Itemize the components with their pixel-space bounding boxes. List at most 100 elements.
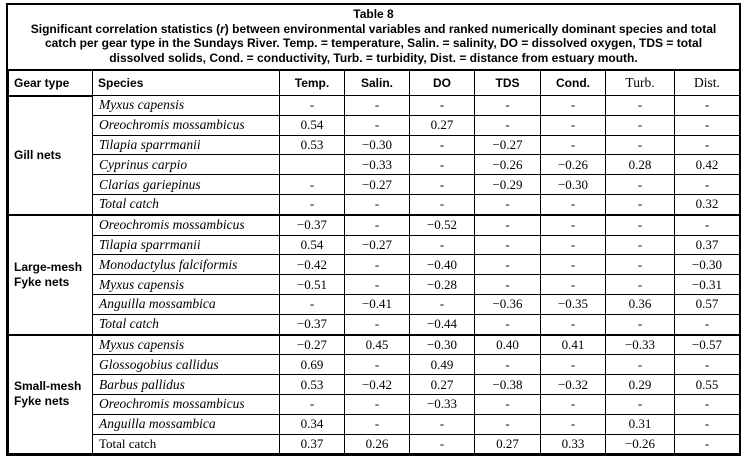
correlation-cell: −0.32 [540,374,606,395]
table-row: Gill nets Myxus capensis - - - - - - - [8,94,740,216]
correlation-cell: - [605,393,675,415]
correlation-cell: - [409,95,475,116]
table-row: Anguilla mossambica - −0.41 - −0.36 −0.3… [9,293,740,315]
correlation-cell: - [344,354,410,376]
table-frame: Table 8 Significant correlation statisti… [6,3,741,456]
correlation-cell: 0.27 [409,114,475,136]
species-cell: Oreochromis mossambicus [92,114,280,136]
table-row: Barbus pallidus 0.53 −0.42 0.27 −0.38 −0… [9,374,740,395]
correlation-cell: −0.29 [474,174,541,195]
correlation-cell: - [474,354,541,376]
correlation-cell: - [474,213,541,236]
correlation-cell: - [474,114,541,136]
correlation-cell: - [344,254,410,276]
correlation-cell: - [409,413,475,435]
correlation-cell: - [674,213,740,236]
species-cell: Oreochromis mossambicus [92,213,280,236]
correlation-cell: - [605,134,675,156]
header-row: Gear type Species Temp. Salin. DO TDS Co… [8,69,740,96]
correlation-cell: - [540,313,606,336]
table-row: Anguilla mossambica 0.34 - - - - 0.31 - [9,413,740,435]
table-row: Small-mesh Fyke nets Myxus capensis −0.2… [8,333,740,455]
species-cell: Myxus capensis [92,333,280,356]
correlation-cell: - [279,95,345,116]
correlation-cell: - [344,274,410,295]
table-row: Glossogobius callidus 0.69 - 0.49 - - - … [9,354,740,376]
table-row: Total catch - - - - - - 0.32 [9,193,740,216]
gear-group-label-large-mesh: Large-mesh Fyke nets [8,213,93,336]
col-header-turb: Turb. [605,69,675,96]
correlation-cell: - [409,433,475,455]
correlation-cell: 0.54 [279,234,345,256]
correlation-cell: - [279,293,345,315]
correlation-cell: −0.42 [344,374,410,395]
correlation-cell: - [540,193,606,216]
gear-group-label-small-mesh: Small-mesh Fyke nets [8,333,93,455]
correlation-cell: - [674,433,740,455]
correlation-cell: 0.37 [279,433,345,455]
correlation-cell [279,154,345,176]
correlation-cell: - [279,174,345,195]
table-row: Tilapia sparrmanii 0.53 −0.30 - −0.27 - … [9,134,740,156]
correlation-cell: −0.30 [409,333,475,356]
species-cell: Tilapia sparrmanii [92,234,280,256]
species-cell: Anguilla mossambica [92,413,280,435]
species-cell: Monodactylus falciformis [92,254,280,276]
table-row: Clarias gariepinus - −0.27 - −0.29 −0.30… [9,174,740,195]
correlation-cell: −0.30 [344,134,410,156]
correlation-cell: - [409,193,475,216]
correlation-cell: 0.41 [540,333,606,356]
table-row: Oreochromis mossambicus 0.54 - 0.27 - - … [9,114,740,136]
correlation-cell: - [474,193,541,216]
species-cell: Clarias gariepinus [92,174,280,195]
correlation-table: Gear type Species Temp. Salin. DO TDS Co… [8,68,740,455]
table-row: Cyprinus carpio −0.33 - −0.26 −0.26 0.28… [9,154,740,176]
correlation-cell: - [674,114,740,136]
caption-text-pre: Significant correlation statistics ( [30,21,221,36]
col-header-species: Species [92,69,280,96]
correlation-cell: 0.55 [674,374,740,395]
correlation-cell: - [344,313,410,336]
correlation-cell: - [605,274,675,295]
correlation-cell: 0.42 [674,154,740,176]
correlation-cell: - [605,193,675,216]
correlation-cell: - [605,174,675,195]
correlation-cell: −0.33 [605,333,675,356]
col-header-do: DO [409,69,475,96]
correlation-cell: - [474,234,541,256]
correlation-cell: −0.27 [344,234,410,256]
table-row: Oreochromis mossambicus - - −0.33 - - - … [9,393,740,415]
correlation-cell: - [409,174,475,195]
correlation-cell: - [474,95,541,116]
correlation-cell: - [540,114,606,136]
correlation-cell: −0.28 [409,274,475,295]
correlation-cell: 0.33 [540,433,606,455]
correlation-cell: - [474,274,541,295]
correlation-cell: - [540,393,606,415]
correlation-cell: - [279,393,345,415]
correlation-cell: - [674,413,740,435]
correlation-cell: - [674,95,740,116]
page: Table 8 Significant correlation statisti… [6,3,741,456]
correlation-cell: 0.37 [674,234,740,256]
caption-italic-r: r [220,21,225,36]
correlation-cell: −0.30 [674,254,740,276]
correlation-cell: - [540,274,606,295]
correlation-cell: 0.29 [605,374,675,395]
species-cell: Tilapia sparrmanii [92,134,280,156]
correlation-cell: 0.54 [279,114,345,136]
correlation-cell: 0.27 [409,374,475,395]
correlation-cell: - [344,114,410,136]
col-header-cond: Cond. [540,69,606,96]
col-header-dist: Dist. [674,69,740,96]
correlation-cell: −0.41 [344,293,410,315]
correlation-cell: −0.27 [344,174,410,195]
correlation-cell: −0.35 [540,293,606,315]
correlation-cell: - [344,393,410,415]
table-number: Table 8 [353,7,394,21]
correlation-cell: - [605,254,675,276]
correlation-cell: - [605,213,675,236]
correlation-cell: 0.53 [279,134,345,156]
correlation-cell: - [674,354,740,376]
correlation-cell: −0.51 [279,274,345,295]
